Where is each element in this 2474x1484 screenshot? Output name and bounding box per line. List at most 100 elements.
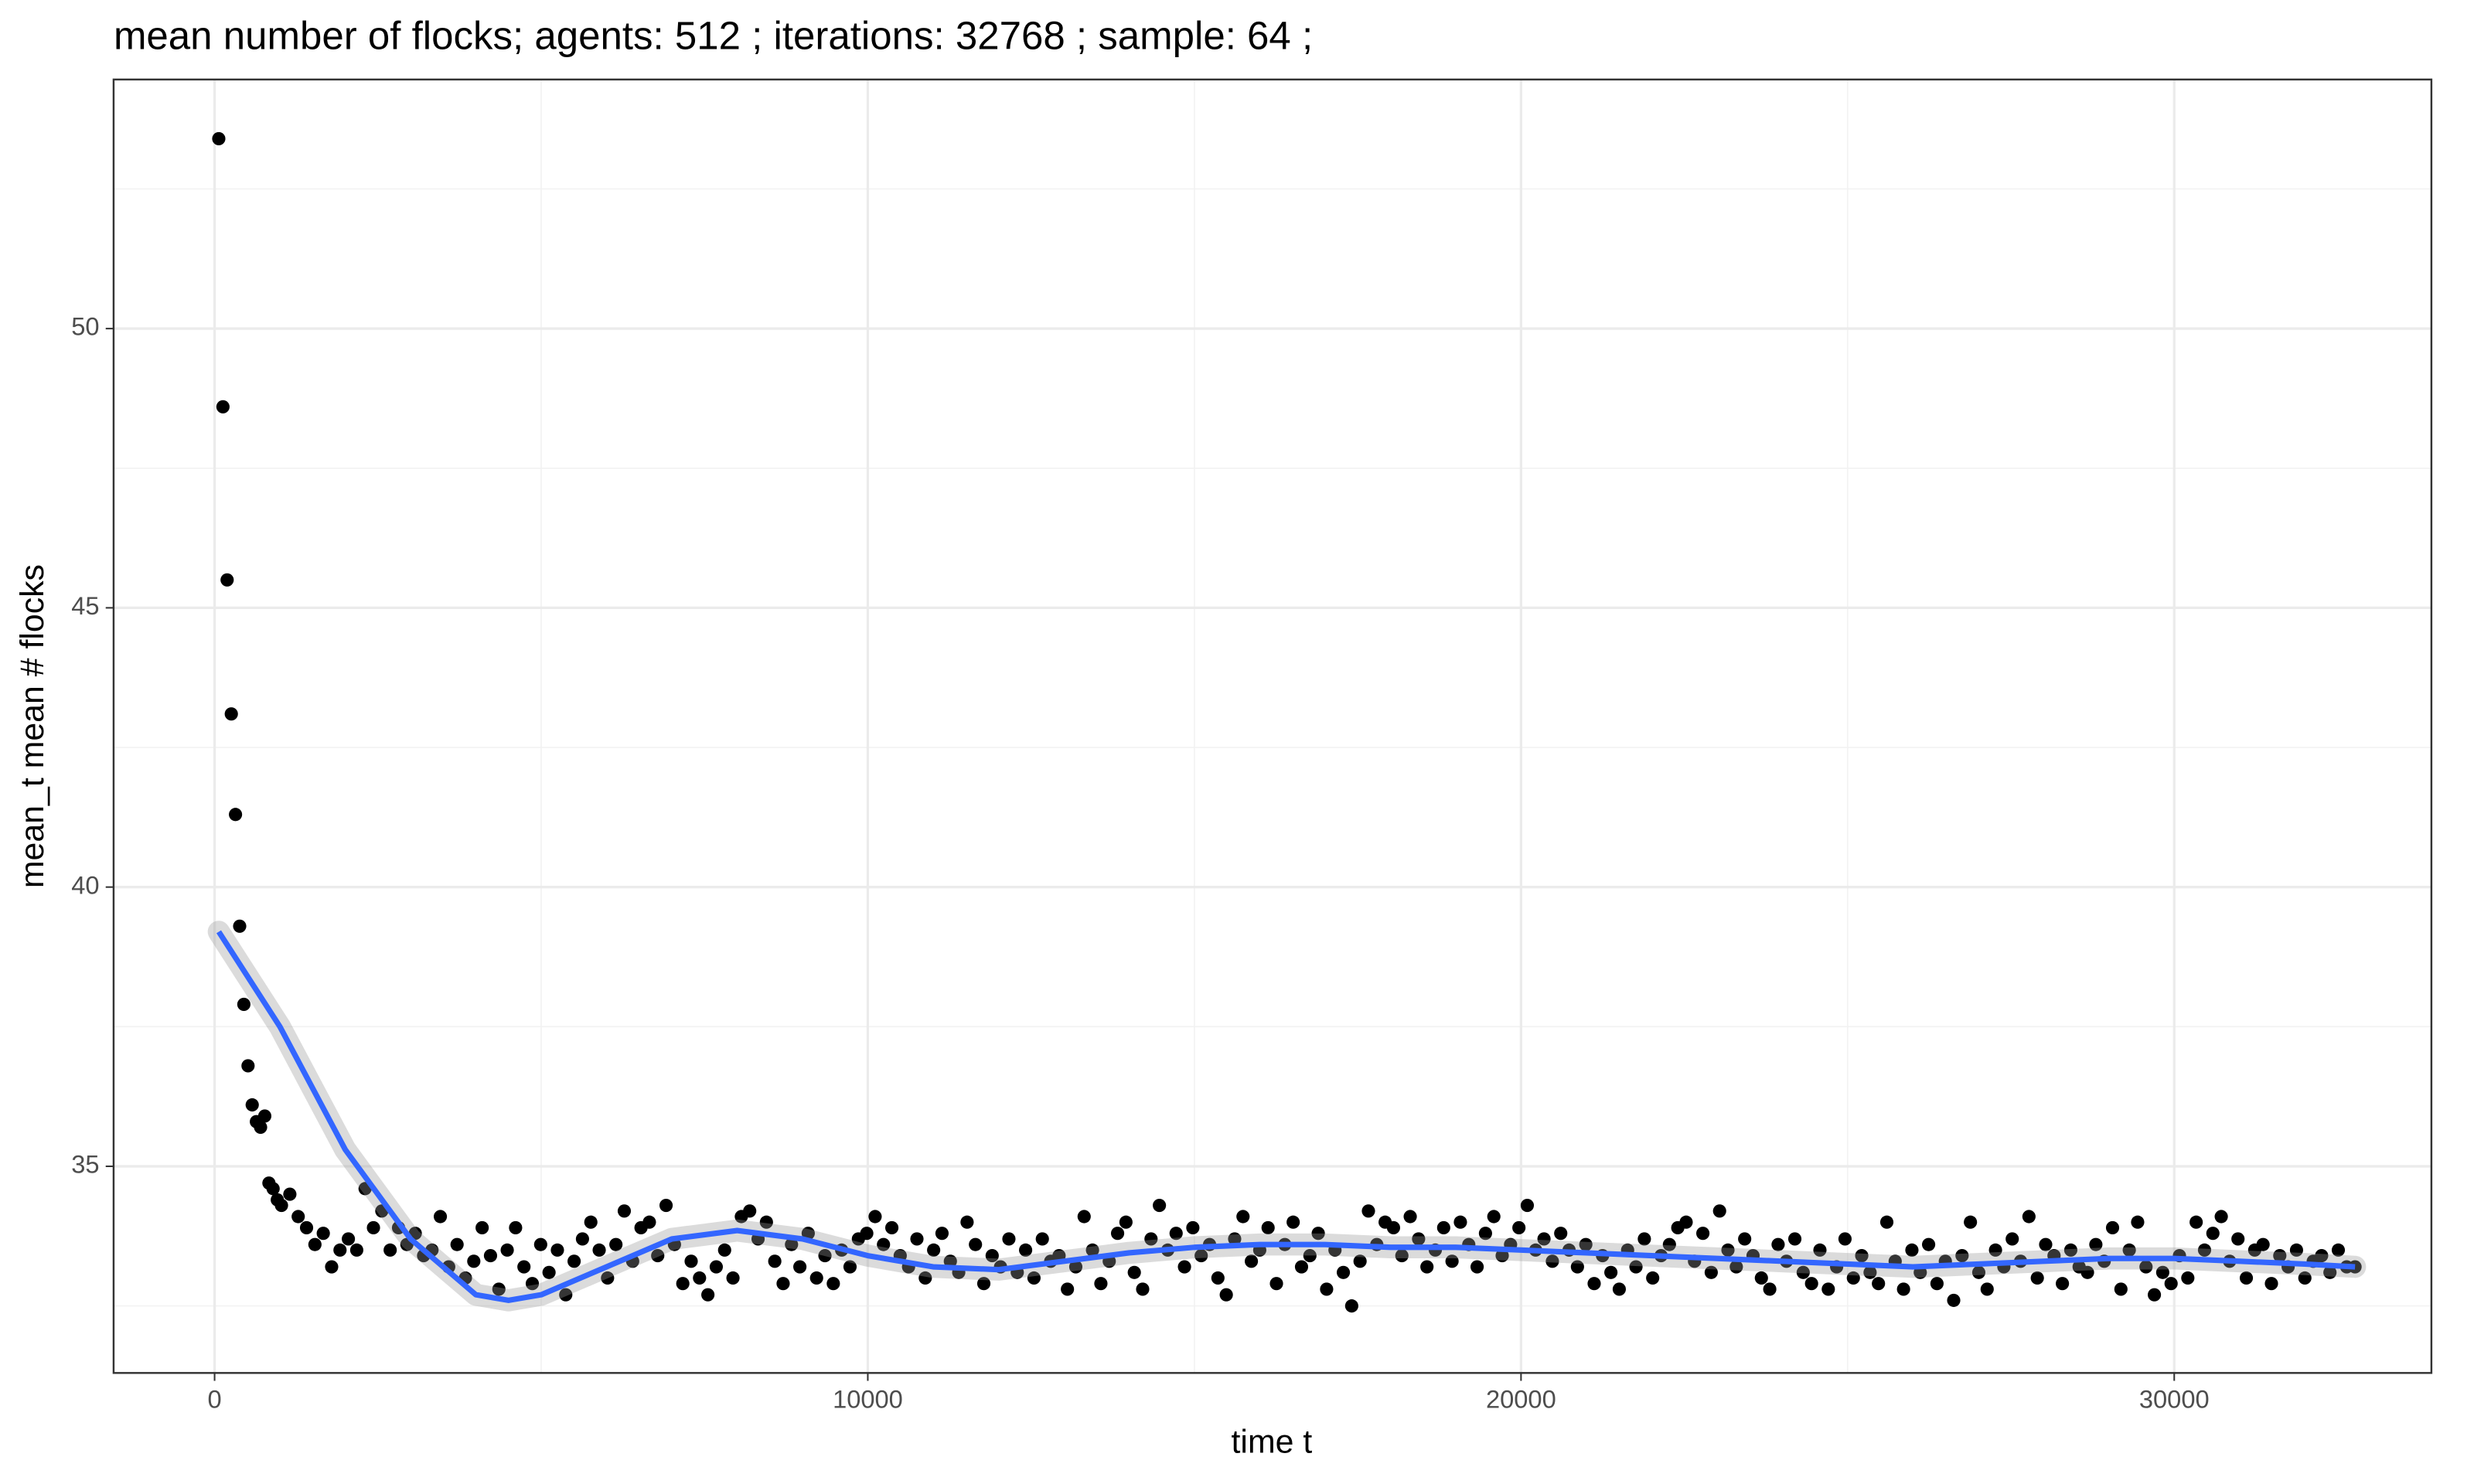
- point: [843, 1260, 857, 1274]
- point: [1604, 1265, 1618, 1279]
- point: [868, 1210, 882, 1224]
- point: [1153, 1198, 1167, 1213]
- point: [1612, 1282, 1627, 1296]
- point: [550, 1243, 564, 1257]
- point: [1771, 1237, 1785, 1251]
- point: [542, 1265, 556, 1279]
- point: [1537, 1232, 1551, 1246]
- point: [1662, 1237, 1676, 1251]
- grid: [113, 79, 2431, 1373]
- point: [1988, 1243, 2002, 1257]
- point: [245, 1098, 259, 1112]
- point: [1570, 1260, 1584, 1274]
- point: [1211, 1271, 1225, 1285]
- point: [1922, 1237, 1936, 1251]
- point: [1186, 1220, 1200, 1235]
- point: [910, 1232, 924, 1246]
- point: [1085, 1243, 1099, 1257]
- point: [1470, 1260, 1484, 1274]
- point: [2189, 1215, 2203, 1229]
- x-tick-label: 10000: [833, 1385, 903, 1414]
- point: [2148, 1288, 2162, 1302]
- point: [483, 1249, 498, 1263]
- point: [2315, 1249, 2329, 1263]
- point: [450, 1237, 464, 1251]
- point: [1303, 1249, 1317, 1263]
- point: [567, 1254, 581, 1268]
- point: [1219, 1288, 1233, 1302]
- point: [2231, 1232, 2245, 1246]
- point: [1169, 1227, 1183, 1241]
- point: [2197, 1243, 2212, 1257]
- point: [2348, 1260, 2362, 1274]
- point: [684, 1254, 698, 1268]
- point: [2273, 1249, 2287, 1263]
- point: [1629, 1260, 1643, 1274]
- marks: [207, 131, 2367, 1313]
- point: [584, 1215, 598, 1229]
- point: [366, 1220, 380, 1235]
- point: [1821, 1282, 1835, 1296]
- point: [1361, 1204, 1375, 1218]
- point: [517, 1260, 531, 1274]
- point: [1395, 1249, 1409, 1263]
- point: [701, 1288, 715, 1302]
- point: [1127, 1265, 1141, 1279]
- point: [768, 1254, 782, 1268]
- point: [935, 1227, 949, 1241]
- point: [969, 1237, 983, 1251]
- point: [224, 707, 238, 721]
- point: [1420, 1260, 1434, 1274]
- point: [575, 1232, 589, 1246]
- point: [1194, 1249, 1208, 1263]
- point: [316, 1227, 330, 1241]
- point: [1879, 1215, 1894, 1229]
- point: [1068, 1260, 1083, 1274]
- point: [2289, 1243, 2303, 1257]
- point: [1512, 1220, 1526, 1235]
- y-tick-label: 45: [71, 591, 99, 620]
- point: [884, 1220, 899, 1235]
- point: [1344, 1299, 1358, 1313]
- point: [2005, 1232, 2019, 1246]
- point: [2089, 1237, 2103, 1251]
- point: [509, 1220, 523, 1235]
- point: [1545, 1254, 1559, 1268]
- point: [1436, 1220, 1450, 1235]
- point: [342, 1232, 356, 1246]
- point: [241, 1059, 255, 1073]
- point: [291, 1210, 305, 1224]
- point: [2063, 1243, 2078, 1257]
- point: [1787, 1232, 1802, 1246]
- point: [1445, 1254, 1459, 1268]
- point: [475, 1220, 489, 1235]
- point: [1721, 1243, 1735, 1257]
- point: [1738, 1232, 1752, 1246]
- point: [2239, 1271, 2254, 1285]
- point: [1964, 1215, 1978, 1229]
- point: [1947, 1293, 1961, 1307]
- point: [266, 1182, 280, 1196]
- point: [1228, 1232, 1242, 1246]
- point: [1110, 1227, 1125, 1241]
- point: [1846, 1271, 1860, 1285]
- point: [433, 1210, 448, 1224]
- point: [237, 997, 250, 1012]
- point: [927, 1243, 941, 1257]
- smooth-line: [216, 930, 2356, 1303]
- point: [2122, 1243, 2136, 1257]
- point: [2039, 1237, 2053, 1251]
- point: [743, 1204, 757, 1218]
- point: [283, 1187, 297, 1201]
- point: [592, 1243, 606, 1257]
- point: [1646, 1271, 1660, 1285]
- point: [325, 1260, 339, 1274]
- point: [1554, 1227, 1568, 1241]
- point: [860, 1227, 874, 1241]
- point: [642, 1215, 656, 1229]
- point: [220, 573, 234, 587]
- point: [533, 1237, 547, 1251]
- point: [1311, 1227, 1325, 1241]
- point: [212, 131, 226, 146]
